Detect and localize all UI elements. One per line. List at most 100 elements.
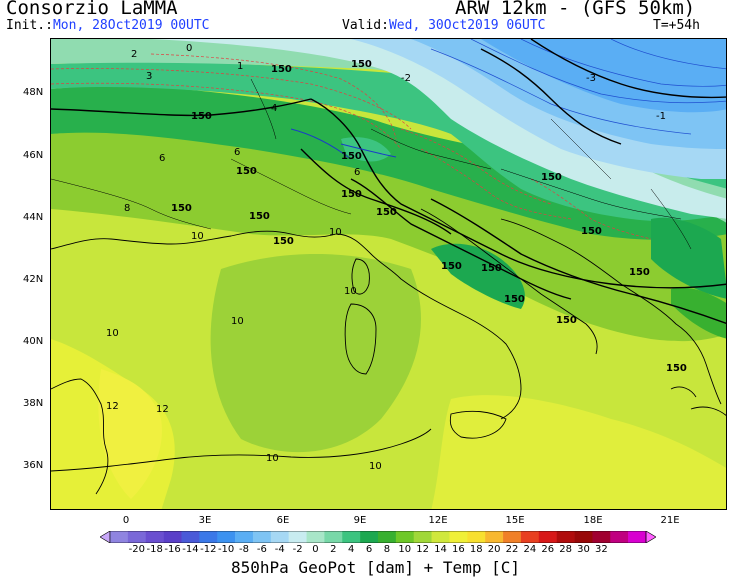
organization-title: Consorzio LaMMA bbox=[6, 0, 178, 19]
colorbar-swatch bbox=[306, 531, 325, 543]
valid-time: Valid:Wed, 30Oct2019 06UTC bbox=[342, 18, 546, 33]
colorbar-tick-label: -8 bbox=[239, 544, 249, 555]
init-value: Mon, 28Oct2019 00UTC bbox=[52, 18, 210, 33]
lon-label-6e: 6E bbox=[276, 515, 290, 526]
colorbar-swatch bbox=[235, 531, 254, 543]
gp-label: 150 bbox=[481, 263, 502, 274]
colorbar-swatch bbox=[110, 531, 129, 543]
temp-label: 0 bbox=[186, 43, 192, 54]
temp-label: 8 bbox=[124, 203, 130, 214]
colorbar-tick-label: -12 bbox=[200, 544, 217, 555]
colorbar-tick-label: 16 bbox=[452, 544, 465, 555]
colorbar-swatch bbox=[610, 531, 629, 543]
colorbar-swatch bbox=[592, 531, 611, 543]
lon-label-9e: 9E bbox=[353, 515, 367, 526]
temp-band-0-2 bbox=[151, 39, 726, 219]
temp-label: 10 bbox=[231, 316, 244, 327]
geopotential-labels: 150 150 150 150 150 150 150 150 150 150 … bbox=[171, 59, 687, 374]
temp-band-2-4 bbox=[51, 39, 726, 223]
temp-band-10-tyrrhenian bbox=[210, 254, 421, 453]
forecast-map-svg: 150 150 150 150 150 150 150 150 150 150 … bbox=[51, 39, 726, 509]
colorbar-swatch bbox=[163, 531, 182, 543]
gp-label: 150 bbox=[376, 207, 397, 218]
gp-label: 150 bbox=[341, 189, 362, 200]
temp-label: 10 bbox=[329, 227, 342, 238]
colorbar-swatch bbox=[431, 531, 450, 543]
temp-label: 1 bbox=[237, 61, 243, 72]
temp-label: 3 bbox=[146, 71, 152, 82]
lat-label-48n: 48N bbox=[23, 87, 44, 98]
temp-label: 2 bbox=[131, 49, 137, 60]
country-borders bbox=[51, 78, 692, 250]
colorbar-swatch bbox=[145, 531, 164, 543]
colorbar-swatch bbox=[556, 531, 575, 543]
gp-label: 150 bbox=[666, 363, 687, 374]
lon-label-3e: 3E bbox=[198, 515, 212, 526]
colorbar-tick-label: -6 bbox=[256, 544, 267, 555]
colorbar-tick-label: 28 bbox=[559, 544, 572, 555]
coastlines bbox=[51, 208, 726, 495]
gp-label: 150 bbox=[556, 315, 577, 326]
geopotential-blue-isolines bbox=[290, 128, 397, 160]
colorbar-swatch bbox=[574, 531, 593, 543]
gp-label: 150 bbox=[629, 267, 650, 278]
colorbar-tick-label: 12 bbox=[416, 544, 430, 555]
colorbar-tick-label: 6 bbox=[365, 544, 373, 555]
temp-label: 6 bbox=[159, 153, 165, 164]
colorbar-swatch bbox=[252, 531, 272, 543]
colorbar-tick-label: 0 bbox=[312, 544, 319, 555]
colorbar-tick-label: 2 bbox=[330, 544, 337, 555]
colorbar-swatch bbox=[324, 531, 343, 543]
temp-label: 6 bbox=[354, 167, 360, 178]
temp-label: 6 bbox=[234, 147, 240, 158]
colorbar-swatch bbox=[270, 531, 289, 543]
gp-label: 150 bbox=[236, 166, 257, 177]
colorbar-tick-label: 30 bbox=[577, 544, 590, 555]
colorbar-swatch bbox=[342, 531, 361, 543]
colorbar-swatch bbox=[485, 531, 504, 543]
colorbar-tick-label: 10 bbox=[398, 544, 412, 555]
init-time: Init.:Mon, 28Oct2019 00UTC bbox=[6, 18, 210, 33]
init-label: Init.: bbox=[6, 18, 53, 33]
valid-label: Valid: bbox=[342, 18, 389, 33]
temp-patch-alps bbox=[341, 137, 391, 162]
gp-label: 150 bbox=[441, 261, 462, 272]
gp-label: 150 bbox=[351, 59, 372, 70]
valid-value: Wed, 30Oct2019 06UTC bbox=[388, 18, 546, 33]
colorbar-swatch bbox=[503, 531, 522, 543]
colorbar-swatch bbox=[395, 531, 415, 543]
model-title: ARW 12km - (GFS 50km) bbox=[455, 0, 696, 19]
lat-label-42n: 42N bbox=[23, 274, 44, 285]
colorbar-tick-label: -10 bbox=[217, 544, 235, 555]
temp-patch-balkans bbox=[651, 217, 726, 299]
colorbar-swatch bbox=[467, 531, 486, 543]
gp-label: 150 bbox=[504, 294, 525, 305]
lon-label-18e: 18E bbox=[583, 515, 603, 526]
gp-label: 150 bbox=[541, 172, 562, 183]
lon-label-12e: 12E bbox=[428, 515, 448, 526]
lon-label-21e: 21E bbox=[660, 515, 680, 526]
temp-band-8-10 bbox=[51, 129, 726, 342]
colorbar-tick-label: -14 bbox=[182, 544, 199, 555]
temp-label: 4 bbox=[271, 103, 277, 114]
temp-label: 12 bbox=[156, 404, 169, 415]
gp-label: 150 bbox=[341, 151, 362, 162]
colorbar-tick-label: 18 bbox=[469, 544, 483, 555]
gp-label: 150 bbox=[249, 211, 270, 222]
colorbar-swatch bbox=[217, 531, 236, 543]
temp-label: 10 bbox=[191, 231, 204, 242]
temp-label: -1 bbox=[656, 111, 666, 122]
colorbar-tick-label: -4 bbox=[274, 544, 285, 555]
colorbar-tick-label: 26 bbox=[541, 544, 555, 555]
colorbar-swatch bbox=[360, 531, 379, 543]
colorbar-tick-label: 32 bbox=[594, 544, 608, 555]
colorbar-swatch bbox=[449, 531, 468, 543]
temp-label: -2 bbox=[401, 73, 411, 84]
lat-label-44n: 44N bbox=[23, 212, 44, 223]
colorbar-swatch bbox=[520, 531, 540, 543]
colorbar-tick-label: 4 bbox=[348, 544, 355, 555]
colorbar-swatch bbox=[199, 531, 218, 543]
colorbar-tick-label: -2 bbox=[292, 544, 303, 555]
colorbar-swatch bbox=[538, 531, 557, 543]
gp-label: 150 bbox=[273, 236, 294, 247]
